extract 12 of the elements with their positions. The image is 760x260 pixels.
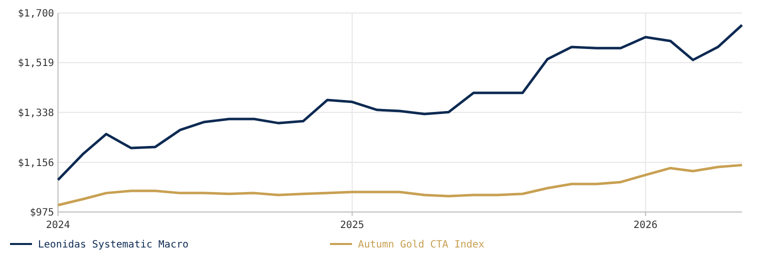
line-series: [56, 24, 744, 182]
legend-label: Autumn Gold CTA Index: [358, 240, 484, 250]
y-tick-label: $1,156: [18, 158, 54, 169]
x-tick-label: 2024: [46, 220, 70, 231]
y-tick-label: $1,338: [18, 108, 54, 119]
y-tick-label: $975: [30, 208, 54, 218]
line-series: [56, 164, 744, 206]
legend-label: Leonidas Systematic Macro: [38, 240, 189, 250]
x-tick-label: 2025: [340, 220, 364, 231]
y-tick-label: $1,519: [18, 58, 54, 70]
x-tick-label: 2026: [634, 220, 658, 231]
y-tick-label: $1,700: [18, 8, 54, 20]
